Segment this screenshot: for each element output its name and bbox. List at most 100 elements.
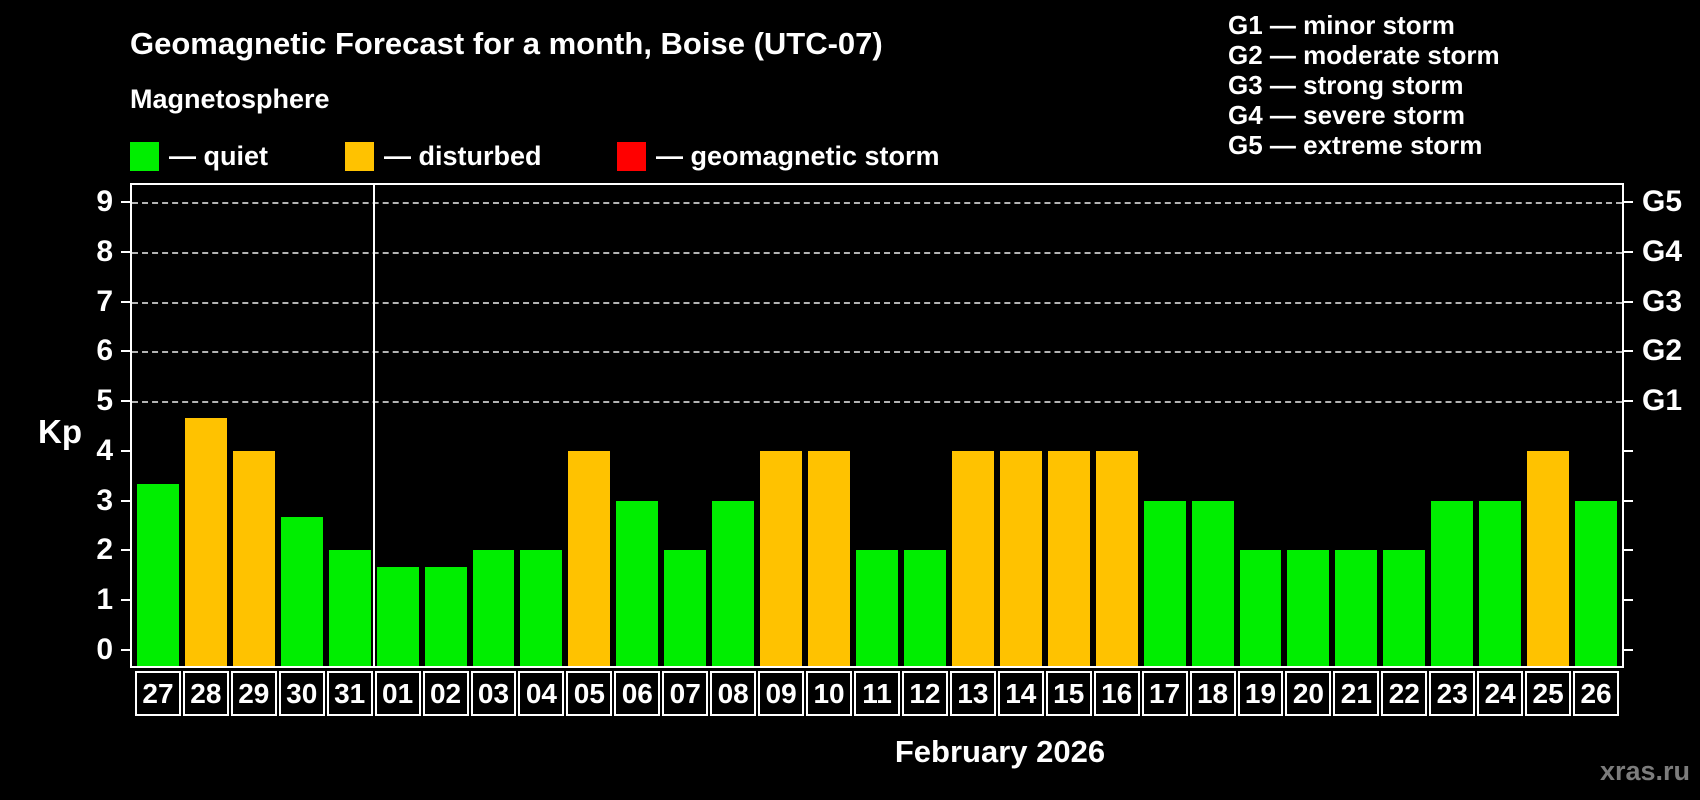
bar-day-07 [664,550,707,666]
y-tick-right-3 [1624,499,1633,502]
y-tick-label-3: 3 [96,483,113,517]
day-label-13: 13 [949,671,996,716]
quiet-color-swatch [130,141,159,171]
y-tick-label-8: 8 [96,234,113,268]
y-tick-right-2 [1624,549,1633,552]
y-tick-label-6: 6 [96,334,113,368]
day-label-09: 09 [758,671,805,716]
y-tick-left-3 [121,499,130,502]
magnetosphere-label: Magnetosphere [130,84,330,114]
legend-item-quiet: — quiet [130,140,268,172]
gridline-kp9 [132,201,1622,204]
chart-plot-area [130,183,1624,668]
day-label-02: 02 [422,671,469,716]
y-tick-right-0 [1624,649,1633,651]
legend-disturbed-label: — disturbed [384,140,542,171]
bar-day-26 [1575,500,1617,666]
bar-day-08 [712,500,755,666]
day-label-08: 08 [710,671,757,716]
bar-day-19 [1239,550,1282,666]
g-axis-label-g2: G2 [1642,334,1683,368]
g-legend-line-g2: G2 — moderate storm [1228,40,1500,70]
g-legend-line-g1: G1 — minor storm [1228,10,1455,40]
day-label-07: 07 [662,671,709,716]
day-label-24: 24 [1477,671,1524,716]
day-label-04: 04 [518,671,565,716]
bar-day-09 [760,450,803,666]
y-tick-left-2 [121,549,130,552]
bar-day-17 [1143,500,1186,666]
bar-day-11 [856,550,898,666]
y-tick-right-4 [1624,449,1633,452]
watermark: xras.ru [1599,756,1690,786]
x-axis-title: February 2026 [894,734,1106,769]
day-label-14: 14 [997,671,1044,716]
day-label-12: 12 [901,671,948,716]
bar-day-25 [1527,450,1570,666]
disturbed-color-swatch [345,141,374,171]
g-axis-label-g1: G1 [1642,384,1683,418]
bar-day-20 [1287,550,1330,666]
y-tick-left-9 [121,200,130,203]
bar-day-12 [903,550,946,666]
g-legend-line-g5: G5 — extreme storm [1228,130,1483,160]
gridline-kp7 [132,301,1622,304]
day-label-11: 11 [854,671,900,716]
g-axis-label-g5: G5 [1642,184,1683,218]
day-label-21: 21 [1333,671,1380,716]
bar-day-23 [1431,500,1474,666]
day-label-22: 22 [1381,671,1428,716]
page-title: Geomagnetic Forecast for a month, Boise … [130,26,883,61]
y-tick-label-5: 5 [96,384,113,418]
y-tick-label-7: 7 [96,284,113,318]
y-tick-right-8 [1624,250,1633,253]
y-tick-left-4 [121,449,130,452]
storm-color-swatch [617,141,646,171]
y-tick-right-5 [1624,400,1633,403]
y-tick-right-9 [1624,200,1633,203]
y-tick-left-6 [121,350,130,353]
bar-day-21 [1335,550,1378,666]
y-tick-label-1: 1 [96,583,113,617]
day-label-06: 06 [614,671,661,716]
gridline-kp8 [132,251,1622,254]
day-label-28: 28 [182,671,229,716]
day-label-17: 17 [1141,671,1188,716]
bar-day-22 [1383,550,1426,666]
y-tick-right-6 [1624,350,1633,353]
y-tick-left-7 [121,300,130,303]
legend-quiet-label: — quiet [169,140,268,171]
y-tick-label-4: 4 [96,433,113,467]
bar-day-06 [616,500,659,666]
g-scale-legend: G1 — minor storm G2 — moderate storm G3 … [1228,10,1500,160]
bar-day-01 [376,566,419,666]
bar-day-04 [520,550,563,666]
bar-day-10 [808,450,851,666]
y-tick-label-0: 0 [96,633,113,666]
bar-day-16 [1095,450,1138,666]
g-axis-label-g4: G4 [1642,234,1683,268]
day-label-27: 27 [135,671,181,716]
day-label-19: 19 [1237,671,1284,716]
month-boundary-line [372,185,375,666]
bar-day-24 [1479,500,1522,666]
day-label-15: 15 [1045,671,1092,716]
bar-day-31 [328,550,371,666]
bar-day-28 [184,417,227,666]
legend-item-disturbed: — disturbed [345,140,542,172]
bar-day-05 [568,450,611,666]
bar-day-03 [472,550,515,666]
y-tick-left-1 [121,599,130,602]
y-tick-right-7 [1624,300,1633,303]
day-label-10: 10 [806,671,853,716]
day-label-05: 05 [566,671,613,716]
day-label-18: 18 [1189,671,1236,716]
bar-day-18 [1191,500,1234,666]
day-label-25: 25 [1525,671,1572,716]
legend-item-storm: — geomagnetic storm [617,140,940,172]
day-label-20: 20 [1285,671,1332,716]
day-label-23: 23 [1429,671,1476,716]
y-tick-label-9: 9 [96,184,113,218]
bar-day-14 [999,450,1042,666]
